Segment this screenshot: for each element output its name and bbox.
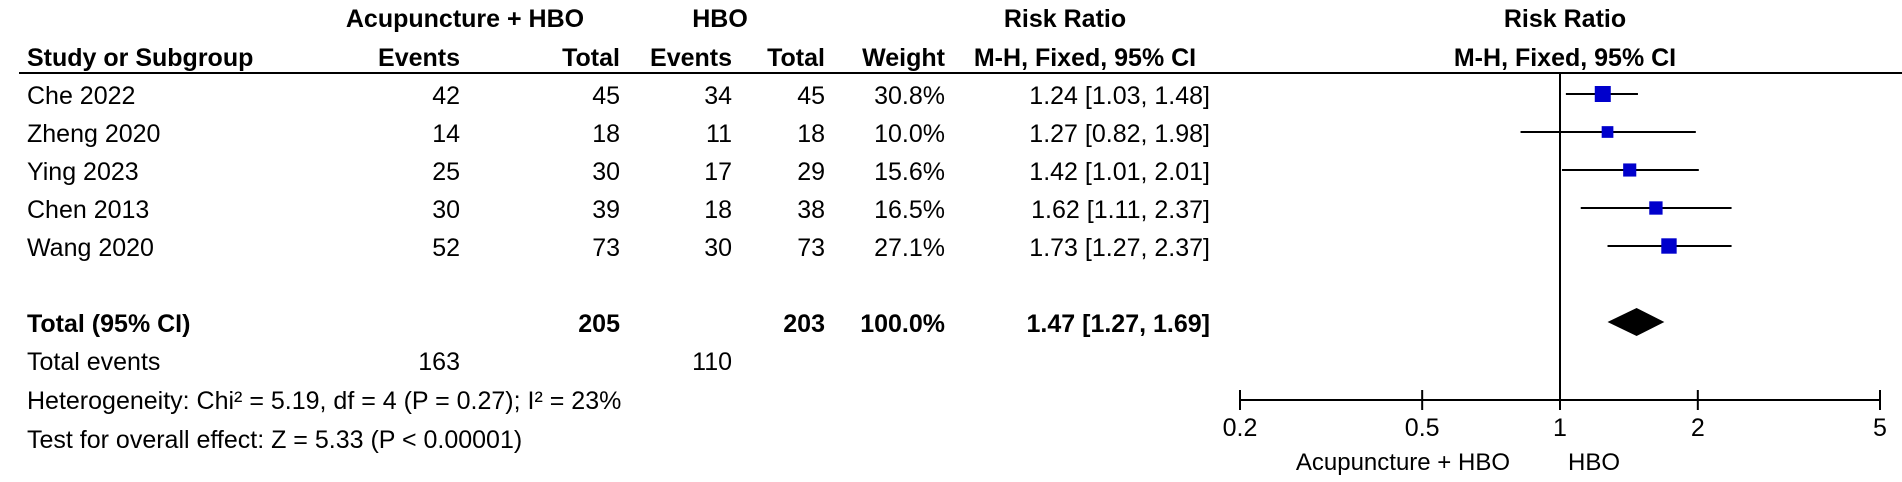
events2: 18 <box>704 196 732 224</box>
total1: 18 <box>592 120 620 148</box>
col-ci: M-H, Fixed, 95% CI <box>973 44 1197 72</box>
total-weight: 100.0% <box>860 310 945 338</box>
events2: 17 <box>704 158 732 186</box>
events2: 110 <box>692 348 732 376</box>
total2: 18 <box>797 120 825 148</box>
total2: 38 <box>797 196 825 224</box>
events2: 11 <box>706 120 732 148</box>
study-name: Che 2022 <box>27 82 136 110</box>
study-marker <box>1661 238 1677 254</box>
ci: 1.62 [1.11, 2.37] <box>1031 196 1210 224</box>
total2: 203 <box>783 310 825 338</box>
events1: 30 <box>432 196 460 224</box>
events1: 52 <box>432 234 460 262</box>
weight: 30.8% <box>874 82 945 110</box>
total1: 45 <box>592 82 620 110</box>
col-weight: Weight <box>862 44 945 72</box>
study-name: Wang 2020 <box>27 234 154 262</box>
rr-header: Risk Ratio <box>1003 5 1127 33</box>
study-marker <box>1594 86 1611 102</box>
x-tick-label: 0.2 <box>1223 414 1258 442</box>
weight: 15.6% <box>874 158 945 186</box>
total2: 73 <box>797 234 825 262</box>
events2: 30 <box>704 234 732 262</box>
weight: 10.0% <box>874 120 945 148</box>
study-name: Zheng 2020 <box>27 120 161 148</box>
events1: 14 <box>432 120 460 148</box>
total1: 73 <box>592 234 620 262</box>
ci: 1.24 [1.03, 1.48] <box>1029 82 1210 110</box>
group1-header: Acupuncture + HBO <box>345 5 585 33</box>
heterogeneity-text: Heterogeneity: Chi² = 5.19, df = 4 (P = … <box>27 387 622 415</box>
total1: 30 <box>592 158 620 186</box>
col-events2: Events <box>650 44 732 72</box>
weight: 16.5% <box>874 196 945 224</box>
events1: 163 <box>418 348 460 376</box>
events1: 25 <box>432 158 460 186</box>
favours-right-label: HBO <box>1568 449 1621 476</box>
events1: 42 <box>432 82 460 110</box>
weight: 27.1% <box>874 234 945 262</box>
pooled-diamond <box>1607 308 1665 336</box>
study-marker <box>1649 201 1663 215</box>
overall-effect-text: Test for overall effect: Z = 5.33 (P < 0… <box>27 426 523 454</box>
study-marker <box>1601 126 1614 138</box>
col-study: Study or Subgroup <box>27 44 254 72</box>
total-ci: 1.47 [1.27, 1.69] <box>1026 310 1210 338</box>
group2-header: HBO <box>692 5 748 33</box>
total2: 45 <box>797 82 825 110</box>
plot-header: Risk Ratio <box>1503 5 1627 33</box>
total1: 39 <box>592 196 620 224</box>
x-tick-label: 2 <box>1691 414 1705 442</box>
ci: 1.27 [0.82, 1.98] <box>1029 120 1210 148</box>
col-total1: Total <box>562 44 620 72</box>
plot-method: M-H, Fixed, 95% CI <box>1453 44 1677 72</box>
col-events1: Events <box>378 44 460 72</box>
x-tick-label: 0.5 <box>1405 414 1440 442</box>
study-name: Chen 2013 <box>27 196 150 224</box>
header-rule-left <box>19 72 1233 74</box>
events2: 34 <box>704 82 732 110</box>
study-name: Ying 2023 <box>27 158 139 186</box>
total-label: Total (95% CI) <box>27 310 191 338</box>
total1: 205 <box>578 310 620 338</box>
x-tick-label: 5 <box>1873 414 1887 442</box>
events-label: Total events <box>27 348 161 376</box>
header-rule-right <box>1230 72 1902 74</box>
col-total2: Total <box>767 44 825 72</box>
favours-left-label: Acupuncture + HBO <box>1295 449 1510 476</box>
ci: 1.42 [1.01, 2.01] <box>1029 158 1210 186</box>
x-tick-label: 1 <box>1553 414 1567 442</box>
study-marker <box>1623 163 1637 177</box>
total2: 29 <box>797 158 825 186</box>
ci: 1.73 [1.27, 2.37] <box>1029 234 1210 262</box>
